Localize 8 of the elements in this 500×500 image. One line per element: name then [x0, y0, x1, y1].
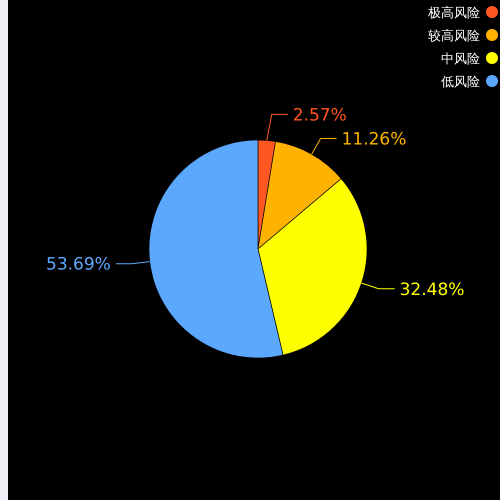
- data-label: 32.48%: [400, 280, 464, 300]
- data-label: 53.69%: [46, 254, 111, 275]
- legend-label: 低风险: [441, 75, 480, 90]
- data-label: 2.57%: [292, 105, 347, 126]
- legend-label: 极高风险: [427, 5, 480, 21]
- legend-label: 较高风险: [428, 28, 480, 44]
- legend-label: 中风险: [441, 52, 480, 67]
- data-label: 11.26%: [342, 129, 406, 150]
